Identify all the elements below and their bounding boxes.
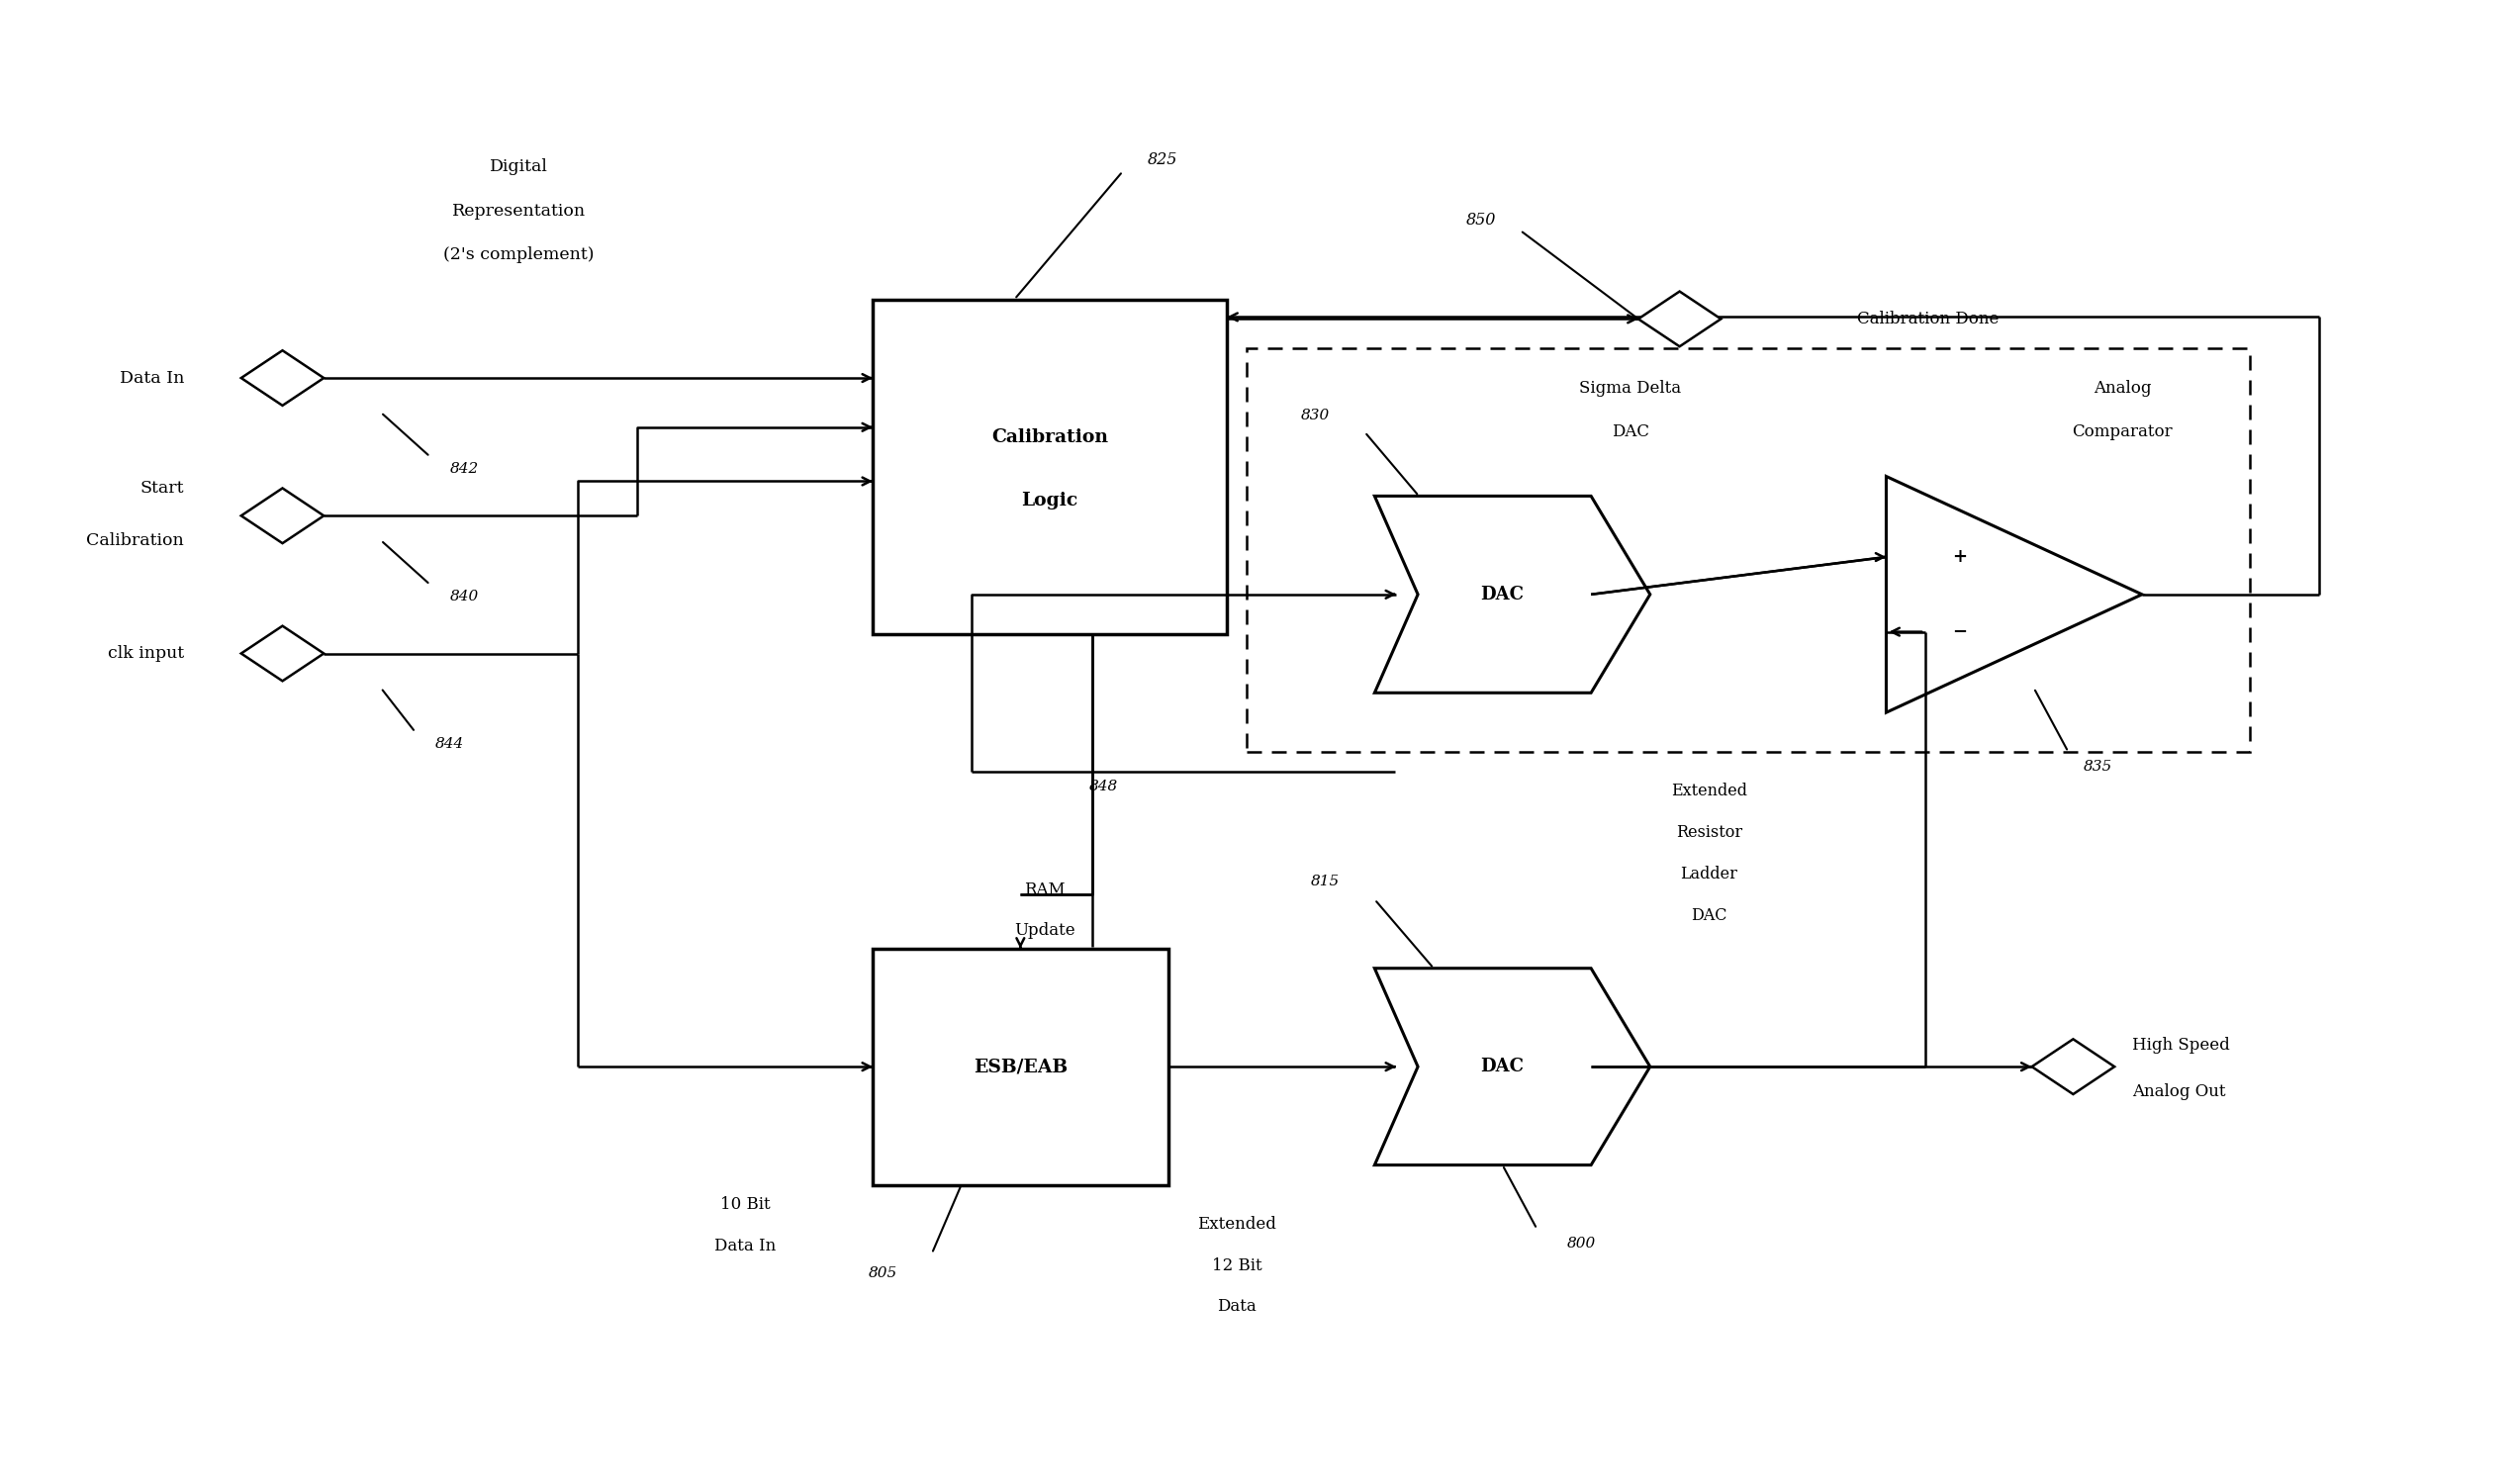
Text: Ladder: Ladder bbox=[1681, 865, 1739, 883]
Text: High Speed: High Speed bbox=[2131, 1037, 2229, 1054]
Text: −: − bbox=[1952, 623, 1968, 641]
Text: DAC: DAC bbox=[1691, 907, 1726, 923]
Text: Comparator: Comparator bbox=[2073, 424, 2174, 441]
Text: Start: Start bbox=[141, 479, 184, 497]
Text: DAC: DAC bbox=[1482, 1058, 1525, 1076]
Polygon shape bbox=[1887, 476, 2141, 712]
Text: Data: Data bbox=[1218, 1298, 1255, 1315]
Polygon shape bbox=[1374, 496, 1650, 693]
Polygon shape bbox=[1374, 968, 1650, 1165]
Text: Data In: Data In bbox=[118, 370, 184, 386]
Text: Logic: Logic bbox=[1021, 493, 1079, 510]
Text: Calibration: Calibration bbox=[86, 531, 184, 549]
Text: 800: 800 bbox=[1567, 1236, 1595, 1251]
Text: (2's complement): (2's complement) bbox=[443, 246, 594, 264]
Text: Sigma Delta: Sigma Delta bbox=[1580, 380, 1681, 396]
Text: 848: 848 bbox=[1089, 779, 1117, 794]
Text: RAM: RAM bbox=[1024, 881, 1067, 898]
Text: 10 Bit: 10 Bit bbox=[720, 1196, 770, 1212]
Bar bbox=[873, 948, 1167, 1184]
Text: 844: 844 bbox=[435, 738, 463, 751]
Text: 805: 805 bbox=[868, 1266, 898, 1281]
Text: Extended: Extended bbox=[1198, 1215, 1276, 1233]
Polygon shape bbox=[242, 350, 325, 405]
Polygon shape bbox=[242, 626, 325, 681]
Text: Calibration Done: Calibration Done bbox=[1857, 310, 1998, 328]
Text: 12 Bit: 12 Bit bbox=[1213, 1257, 1263, 1273]
Text: DAC: DAC bbox=[1482, 586, 1525, 604]
Polygon shape bbox=[1638, 291, 1721, 346]
Polygon shape bbox=[242, 488, 325, 543]
Bar bbox=[1248, 349, 2249, 752]
Text: 825: 825 bbox=[1147, 151, 1177, 168]
Text: ESB/EAB: ESB/EAB bbox=[974, 1058, 1067, 1076]
Text: Resistor: Resistor bbox=[1676, 824, 1741, 841]
Text: 815: 815 bbox=[1311, 874, 1341, 889]
Text: 835: 835 bbox=[2083, 760, 2113, 773]
Text: Extended: Extended bbox=[1671, 782, 1746, 800]
Bar bbox=[873, 300, 1228, 634]
Text: 830: 830 bbox=[1301, 408, 1331, 423]
Text: 840: 840 bbox=[450, 589, 478, 604]
Text: clk input: clk input bbox=[108, 646, 184, 662]
Text: DAC: DAC bbox=[1613, 424, 1648, 441]
Text: +: + bbox=[1952, 548, 1968, 565]
Text: Data In: Data In bbox=[715, 1238, 775, 1254]
Text: Analog Out: Analog Out bbox=[2131, 1083, 2227, 1100]
Text: 850: 850 bbox=[1467, 212, 1497, 229]
Text: Representation: Representation bbox=[453, 202, 586, 220]
Text: 842: 842 bbox=[450, 462, 478, 475]
Text: Digital: Digital bbox=[491, 159, 548, 175]
Text: Calibration: Calibration bbox=[991, 427, 1107, 445]
Text: Update: Update bbox=[1014, 923, 1074, 939]
Text: Analog: Analog bbox=[2093, 380, 2151, 396]
Polygon shape bbox=[2033, 1039, 2113, 1094]
